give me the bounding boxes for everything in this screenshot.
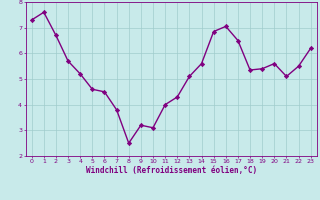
X-axis label: Windchill (Refroidissement éolien,°C): Windchill (Refroidissement éolien,°C): [86, 166, 257, 175]
